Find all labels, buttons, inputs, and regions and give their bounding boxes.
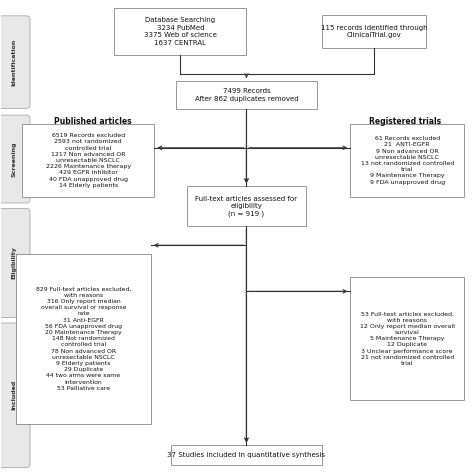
Bar: [350, 277, 464, 400]
Text: 829 Full-text articles excluded,
with reasons
316 Only report median
overall sur: 829 Full-text articles excluded, with re…: [36, 286, 131, 391]
Text: Included: Included: [11, 380, 17, 410]
Bar: [22, 124, 155, 197]
Text: 7499 Records
After 862 duplicates removed: 7499 Records After 862 duplicates remove…: [195, 89, 298, 102]
Bar: [175, 81, 318, 109]
Text: Full-text articles assessed for
eligibility
(n = 919 ): Full-text articles assessed for eligibil…: [195, 196, 298, 217]
Bar: [114, 8, 246, 55]
Text: Screening: Screening: [11, 141, 17, 177]
Text: 53 Full-text articles excluded,
with reasons
12 Only report median overall
survi: 53 Full-text articles excluded, with rea…: [360, 311, 455, 366]
Bar: [16, 254, 151, 424]
Text: 61 Records excluded
21  ANTI-EGFR
9 Non advanced OR
unresectable NSCLC
13 not ra: 61 Records excluded 21 ANTI-EGFR 9 Non a…: [361, 136, 454, 185]
Text: 6519 Records excluded
2593 not randomized
controlled trial
1217 Non advanced OR
: 6519 Records excluded 2593 not randomize…: [46, 133, 131, 188]
Text: 37 Studies included in quantitative synthesis: 37 Studies included in quantitative synt…: [167, 452, 326, 458]
Text: Registered trials: Registered trials: [369, 117, 441, 126]
FancyBboxPatch shape: [0, 209, 30, 318]
Bar: [187, 186, 306, 227]
Bar: [322, 15, 426, 48]
Text: Eligibility: Eligibility: [11, 246, 17, 280]
Text: 115 records identified through
ClinicalTrial.gov: 115 records identified through ClinicalT…: [321, 25, 428, 38]
FancyBboxPatch shape: [0, 16, 30, 109]
Bar: [350, 124, 464, 197]
Text: Identification: Identification: [11, 38, 17, 86]
Text: Database Searching
3234 PubMed
3375 Web of science
1637 CENTRAL: Database Searching 3234 PubMed 3375 Web …: [144, 17, 217, 46]
FancyBboxPatch shape: [0, 115, 30, 203]
FancyBboxPatch shape: [0, 323, 30, 468]
Bar: [171, 446, 322, 465]
Text: Published articles: Published articles: [54, 117, 132, 126]
